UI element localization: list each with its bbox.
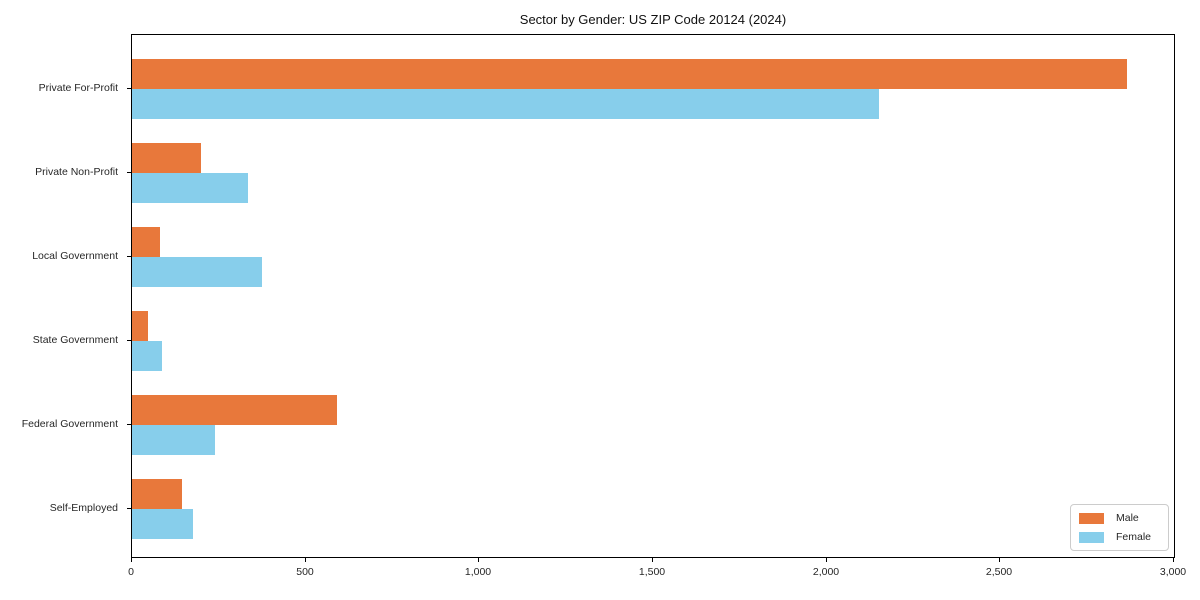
- bar-female-5: [132, 509, 193, 539]
- legend-row-male: Male: [1079, 512, 1158, 524]
- y-tick-label: Private For-Profit: [38, 82, 118, 94]
- y-tick-mark: [127, 340, 131, 341]
- x-tick-mark: [826, 558, 827, 562]
- x-tick-label: 2,500: [985, 566, 1013, 578]
- x-tick-label: 3,000: [1159, 566, 1187, 578]
- legend-label: Female: [1116, 531, 1152, 543]
- legend-swatch-female: [1079, 531, 1104, 543]
- x-tick-label: 2,000: [812, 566, 840, 578]
- legend-row-female: Female: [1079, 531, 1158, 543]
- y-tick-label: Local Government: [32, 250, 118, 262]
- plot-area: Male Female: [131, 34, 1175, 558]
- x-tick-mark: [131, 558, 132, 562]
- chart-title: Sector by Gender: US ZIP Code 20124 (202…: [519, 12, 787, 27]
- x-tick-mark: [652, 558, 653, 562]
- bar-male-0: [132, 59, 1127, 89]
- y-tick-mark: [127, 88, 131, 89]
- x-tick-mark: [478, 558, 479, 562]
- bar-female-2: [132, 257, 262, 287]
- bar-male-3: [132, 311, 148, 341]
- y-tick-label: Self-Employed: [49, 502, 118, 514]
- bar-male-1: [132, 143, 201, 173]
- y-tick-mark: [127, 508, 131, 509]
- legend: Male Female: [1070, 504, 1169, 551]
- x-tick-mark: [999, 558, 1000, 562]
- y-tick-label: Private Non-Profit: [35, 166, 118, 178]
- y-tick-mark: [127, 256, 131, 257]
- x-tick-label: 1,000: [464, 566, 492, 578]
- x-tick-mark: [1173, 558, 1174, 562]
- x-tick-label: 1,500: [638, 566, 666, 578]
- y-tick-mark: [127, 172, 131, 173]
- x-tick-label: 500: [296, 566, 314, 578]
- legend-label: Male: [1116, 512, 1139, 524]
- bar-female-1: [132, 173, 248, 203]
- legend-swatch-male: [1079, 512, 1104, 524]
- bar-female-3: [132, 341, 162, 371]
- bar-male-4: [132, 395, 337, 425]
- bar-female-0: [132, 89, 879, 119]
- y-tick-label: State Government: [32, 334, 118, 346]
- y-tick-mark: [127, 424, 131, 425]
- bar-male-2: [132, 227, 160, 257]
- bar-male-5: [132, 479, 182, 509]
- y-tick-label: Federal Government: [21, 418, 118, 430]
- bar-female-4: [132, 425, 215, 455]
- x-tick-mark: [305, 558, 306, 562]
- x-tick-label: 0: [128, 566, 134, 578]
